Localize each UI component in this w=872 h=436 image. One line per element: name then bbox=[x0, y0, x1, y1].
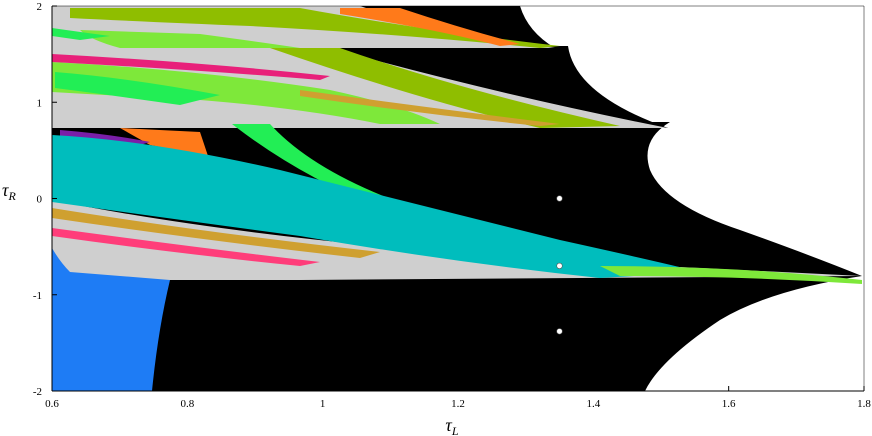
band-pink-middle bbox=[52, 228, 320, 266]
band-olive-upper bbox=[270, 48, 620, 128]
x-tick-label: 0.6 bbox=[45, 398, 59, 410]
band-orange-middle bbox=[120, 128, 208, 156]
y-axis-label: τR bbox=[2, 180, 16, 203]
x-tick-label: 1.4 bbox=[586, 398, 600, 410]
x-tick-label: 1 bbox=[320, 398, 326, 410]
x-tick-label: 1.8 bbox=[857, 398, 871, 410]
x-tick-label: 1.6 bbox=[722, 398, 736, 410]
plot-area bbox=[52, 6, 864, 391]
band-lime-upper bbox=[52, 62, 440, 124]
band-cyan-middle bbox=[52, 135, 700, 278]
y-axis-label-main: τ bbox=[2, 180, 9, 200]
region-blue bbox=[52, 248, 170, 391]
marker-layer bbox=[556, 195, 563, 335]
band-green-top bbox=[52, 28, 110, 40]
band-gold-middle bbox=[52, 208, 380, 258]
y-tick-label: -2 bbox=[33, 386, 42, 398]
band-lime-middle bbox=[600, 266, 862, 284]
data-point-marker bbox=[556, 195, 563, 202]
y-tick-label: 0 bbox=[37, 194, 43, 206]
y-tick-label: 2 bbox=[37, 1, 43, 13]
band-green-upper bbox=[55, 72, 220, 105]
x-tick-group: 0.6 0.8 1 1.2 1.4 1.6 1.8 bbox=[45, 386, 871, 410]
band-gold-upper bbox=[300, 90, 560, 126]
y-tick-group: 2 1 0 -1 -2 bbox=[33, 1, 57, 398]
region-black-lower bbox=[52, 276, 862, 391]
y-tick-label: -1 bbox=[33, 290, 42, 302]
band-olive-top bbox=[70, 8, 560, 48]
x-axis-label: τL bbox=[445, 415, 458, 436]
band-orange-top bbox=[340, 8, 520, 46]
y-axis-label-sub: R bbox=[7, 189, 16, 203]
x-tick-label: 0.8 bbox=[180, 398, 194, 410]
band-purple-middle bbox=[60, 130, 150, 145]
x-axis-label-main: τ bbox=[445, 415, 452, 435]
x-tick-label: 1.2 bbox=[451, 398, 465, 410]
data-point-marker bbox=[556, 328, 563, 335]
x-axis-label-sub: L bbox=[451, 424, 459, 436]
band-green-middle bbox=[232, 124, 490, 234]
band-magenta-upper bbox=[52, 54, 330, 80]
band-lime-top bbox=[80, 30, 300, 48]
data-point-marker bbox=[556, 262, 563, 269]
y-tick-label: 1 bbox=[37, 97, 43, 109]
